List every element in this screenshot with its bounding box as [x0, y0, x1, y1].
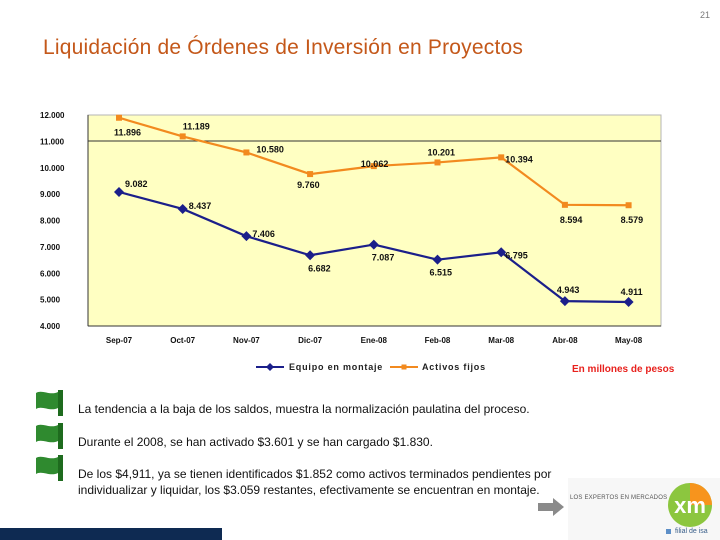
- logo-text: xm: [674, 493, 706, 518]
- company-logo: LOS EXPERTOS EN MERCADOS xm filial de is…: [568, 478, 720, 540]
- data-point-marker: [179, 133, 186, 140]
- y-tick-label: 10.000: [40, 164, 65, 173]
- x-tick-label: Mar-08: [488, 336, 514, 345]
- data-point-marker: [625, 202, 632, 209]
- data-point-marker: [116, 114, 122, 121]
- y-tick-label: 11.000: [40, 137, 65, 146]
- data-label: 9.082: [125, 179, 148, 189]
- data-point-marker: [434, 159, 441, 166]
- data-label: 7.087: [372, 253, 395, 263]
- logo-subtext: filial de isa: [666, 528, 708, 535]
- data-label: 9.760: [297, 180, 320, 190]
- data-label: 7.406: [252, 229, 275, 239]
- square-icon: [666, 528, 671, 534]
- data-point-marker: [307, 171, 314, 178]
- y-tick-label: 5.000: [40, 296, 61, 305]
- data-label: 11.896: [114, 128, 141, 138]
- data-label: 8.594: [560, 215, 583, 225]
- data-label: 4.943: [557, 285, 580, 295]
- data-label: 10.580: [256, 144, 284, 154]
- units-note: En millones de pesos: [572, 364, 675, 375]
- legend-label-1: Activos fijos: [422, 362, 486, 372]
- legend-marker-0: [266, 363, 274, 371]
- data-point-marker: [241, 231, 252, 242]
- next-arrow-icon[interactable]: [538, 498, 564, 516]
- green-flag-icon: [36, 423, 63, 449]
- x-tick-label: Sep-07: [106, 336, 133, 345]
- data-label: 8.437: [189, 201, 212, 211]
- data-point-marker: [114, 186, 124, 197]
- bullet-text: La tendencia a la baja de los saldos, mu…: [78, 402, 530, 416]
- data-point-marker: [432, 254, 443, 265]
- data-point-marker: [305, 250, 316, 261]
- data-point-marker: [561, 201, 568, 208]
- y-tick-labels: 4.000 5.000 6.000 7.000 8.000 9.000 10.000 11.0…: [40, 111, 65, 331]
- data-label: 6.682: [308, 263, 331, 273]
- x-tick-label: May-08: [615, 336, 643, 345]
- x-tick-label: Ene-08: [361, 336, 388, 345]
- data-point-marker: [623, 296, 634, 307]
- data-point-marker: [177, 203, 188, 214]
- data-point-marker: [559, 296, 570, 307]
- x-tick-label: Feb-08: [425, 336, 451, 345]
- logo-tagline: LOS EXPERTOS EN MERCADOS: [570, 495, 668, 501]
- y-tick-label: 8.000: [40, 217, 61, 226]
- green-flag-icon: [36, 455, 63, 481]
- x-tick-label: Oct-07: [170, 336, 195, 345]
- x-tick-label: Abr-08: [552, 336, 578, 345]
- data-point-marker: [370, 163, 377, 170]
- legend: Equipo en montaje Activos fijos: [256, 362, 486, 372]
- data-label: 11.189: [183, 121, 210, 131]
- legend-label-0: Equipo en montaje: [289, 362, 383, 372]
- data-label: 10.201: [428, 147, 456, 157]
- green-flag-icon: [36, 390, 63, 416]
- data-label: 10.062: [361, 159, 389, 169]
- x-tick-label: Nov-07: [233, 336, 260, 345]
- data-label: 8.579: [621, 215, 644, 225]
- xm-logo-icon: xm: [668, 483, 712, 527]
- y-tick-label: 7.000: [40, 243, 61, 252]
- footer-bar: [0, 528, 222, 540]
- data-point-marker: [498, 154, 505, 161]
- data-point-marker: [368, 239, 379, 250]
- data-label: 4.911: [621, 287, 643, 297]
- x-tick-label: Dic-07: [298, 336, 323, 345]
- data-label: 6.795: [505, 250, 528, 260]
- plot-area: [87, 114, 662, 327]
- page-number: 21: [699, 10, 710, 20]
- bullet-text: De los $4,911, ya se tienen identificado…: [78, 467, 552, 497]
- logo-subtext-label: filial de isa: [675, 528, 708, 535]
- line-chart: 4.000 5.000 6.000 7.000 8.000 9.000 10.000 11.0…: [40, 111, 662, 372]
- y-tick-label: 12.000: [40, 111, 65, 120]
- y-tick-label: 9.000: [40, 190, 61, 199]
- data-point-marker: [243, 149, 250, 156]
- data-point-marker: [496, 247, 507, 258]
- y-tick-label: 4.000: [40, 322, 61, 331]
- legend-marker-1: [401, 364, 407, 370]
- data-label: 10.394: [505, 154, 533, 164]
- slide-title: Liquidación de Órdenes de Inversión en P…: [43, 36, 524, 59]
- data-label: 6.515: [430, 268, 453, 278]
- bullet-text: Durante el 2008, se han activado $3.601 …: [78, 435, 433, 449]
- x-tick-labels: Sep-07 Oct-07 Nov-07 Dic-07 Ene-08 Feb-08 Mar-…: [106, 336, 643, 345]
- series-layer: 9.082 8.437 7.406 6.682 7.087 6.515 6.795 4.943…: [114, 114, 644, 307]
- y-tick-label: 6.000: [40, 269, 61, 278]
